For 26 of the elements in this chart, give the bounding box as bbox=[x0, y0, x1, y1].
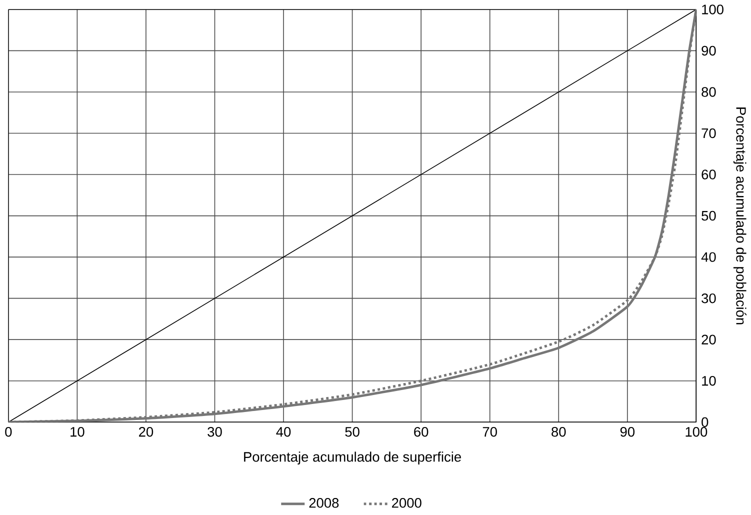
y-tick-label: 10 bbox=[702, 376, 716, 386]
y-tick-label: 50 bbox=[702, 210, 716, 221]
x-tick-label: 0 bbox=[5, 426, 12, 437]
x-axis-title: Porcentaje acumulado de superficie bbox=[244, 452, 461, 464]
y-tick-label: 60 bbox=[702, 170, 716, 180]
y-tick-label: 90 bbox=[702, 46, 716, 56]
y-tick-label: 20 bbox=[702, 334, 716, 344]
x-tick-label: 20 bbox=[139, 426, 154, 437]
y-tick-label: 80 bbox=[702, 87, 716, 97]
x-tick-label: 40 bbox=[276, 426, 291, 437]
x-tick-label: 10 bbox=[70, 426, 84, 437]
y-tick-label: 100 bbox=[702, 4, 724, 14]
y-tick-label: 40 bbox=[701, 252, 716, 262]
y-axis-title: Porcentaje acumulado de población bbox=[733, 107, 746, 324]
y-tick-label: 70 bbox=[702, 128, 716, 138]
x-tick-label: 90 bbox=[620, 426, 635, 437]
y-tick-label: 30 bbox=[702, 293, 716, 304]
x-tick-label: 30 bbox=[208, 426, 222, 437]
x-tick-label: 70 bbox=[482, 426, 497, 437]
y-tick-label: 0 bbox=[702, 417, 708, 427]
legend-label: 2000 bbox=[392, 498, 422, 508]
legend-label: 2008 bbox=[309, 498, 339, 508]
x-tick-label: 60 bbox=[414, 426, 428, 437]
x-tick-label: 100 bbox=[686, 426, 708, 437]
x-tick-label: 80 bbox=[552, 426, 566, 437]
x-tick-label: 50 bbox=[345, 426, 360, 437]
